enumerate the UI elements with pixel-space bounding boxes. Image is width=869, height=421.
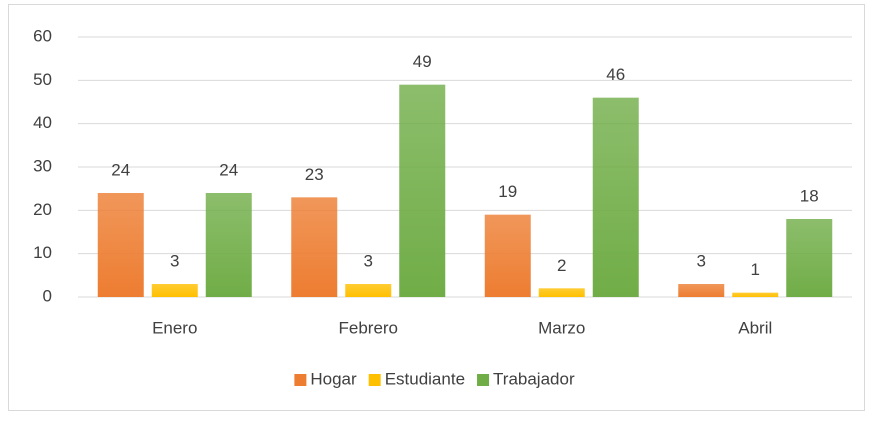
value-label: 19	[498, 182, 517, 201]
x-tick-label: Febrero	[338, 318, 398, 337]
x-tick-label: Enero	[152, 318, 197, 337]
value-label: 23	[305, 165, 324, 184]
bar	[399, 84, 446, 298]
legend-label: Estudiante	[385, 369, 465, 388]
bar	[205, 193, 252, 297]
legend-swatch	[294, 374, 307, 386]
value-label: 24	[219, 160, 238, 179]
x-tick-label: Marzo	[538, 318, 585, 337]
y-tick-label: 30	[33, 156, 52, 175]
value-label: 1	[751, 260, 760, 279]
y-tick-label: 0	[43, 286, 52, 305]
legend-swatch	[368, 374, 381, 386]
bar	[291, 197, 338, 297]
value-label: 24	[111, 160, 130, 179]
value-label: 3	[364, 251, 373, 270]
legend-label: Trabajador	[493, 369, 575, 388]
y-tick-label: 20	[33, 200, 52, 219]
value-label: 18	[800, 186, 819, 205]
y-tick-label: 10	[33, 243, 52, 262]
value-label: 46	[606, 65, 625, 84]
value-label: 49	[413, 52, 432, 71]
bar	[592, 97, 639, 298]
value-label: 3	[697, 251, 706, 270]
bar	[97, 193, 144, 297]
value-label: 2	[557, 256, 566, 275]
value-label: 3	[170, 251, 179, 270]
bar	[678, 284, 725, 297]
y-tick-label: 50	[33, 70, 52, 89]
bar	[345, 284, 392, 297]
bar	[732, 292, 779, 297]
y-tick-label: 40	[33, 113, 52, 132]
legend-label: Hogar	[310, 369, 357, 388]
bar	[484, 214, 531, 297]
bar	[538, 288, 585, 297]
bar	[786, 219, 833, 297]
y-tick-label: 60	[33, 26, 52, 45]
legend-swatch	[477, 374, 490, 386]
bar	[151, 284, 198, 297]
x-tick-label: Abril	[738, 318, 772, 337]
